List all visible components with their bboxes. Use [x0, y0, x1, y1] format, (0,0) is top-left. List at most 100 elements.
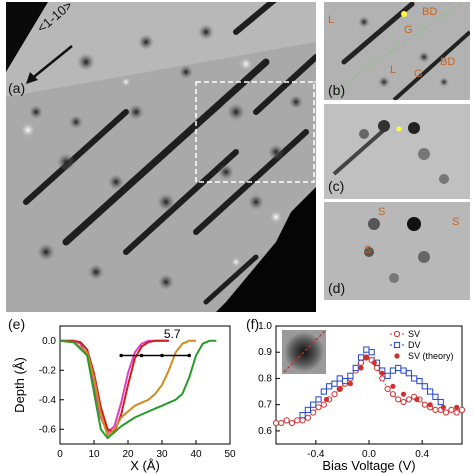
- dv-point: [341, 377, 349, 385]
- sv-theory-point: [358, 365, 364, 371]
- dv-point: [320, 388, 327, 395]
- y-tick-label: 0.7: [258, 400, 272, 411]
- sv-theory-point: [337, 386, 343, 392]
- x-tick-label: 20: [122, 449, 134, 460]
- sv-point: [458, 406, 466, 414]
- sv-point: [304, 414, 311, 421]
- panel-d-label: (d): [328, 280, 346, 296]
- series-line-0: [60, 339, 169, 434]
- dv-point: [357, 354, 365, 361]
- sv-point: [373, 364, 381, 372]
- panel-b-label: (b): [328, 82, 346, 98]
- y-axis-label: Depth (Å): [12, 357, 27, 413]
- panel-c-label: (c): [328, 178, 345, 194]
- legend-marker: [393, 341, 401, 349]
- legend-marker: [393, 330, 401, 338]
- sv-point: [278, 419, 285, 427]
- dv-point: [304, 406, 311, 414]
- annotation-S1: S: [378, 206, 386, 218]
- stm-image-b: [324, 2, 470, 100]
- sv-theory-point: [427, 402, 433, 408]
- sv-point: [384, 385, 391, 393]
- x-axis-label: X (Å): [130, 458, 160, 473]
- x-tick-label: -0.4: [307, 449, 325, 460]
- legend-label: SV: [408, 329, 420, 339]
- y-tick-label: -0.4: [39, 395, 57, 406]
- dv-point: [405, 370, 412, 377]
- dv-point: [437, 398, 444, 406]
- dv-point: [395, 364, 402, 372]
- panel-a-label: (a): [8, 80, 26, 96]
- dv-point: [315, 396, 322, 403]
- stm-image-a: [6, 2, 316, 312]
- y-tick-label: 1.0: [258, 321, 272, 332]
- panel-e-label: (e): [8, 316, 26, 332]
- dv-point: [331, 380, 338, 387]
- sv-point: [288, 419, 296, 427]
- sv-theory-point: [347, 381, 353, 387]
- spacing-annotation: 5.7: [164, 327, 181, 341]
- dv-point: [363, 346, 370, 353]
- annotation-S2: S: [452, 216, 460, 228]
- x-tick-label: 30: [156, 449, 168, 460]
- dv-point: [421, 383, 428, 390]
- sv-theory-point: [414, 396, 420, 403]
- sv-point: [331, 391, 338, 398]
- dv-point: [411, 375, 418, 382]
- y-tick-label: 0.9: [258, 347, 272, 358]
- arrow-tick-2: [160, 353, 164, 358]
- dv-point: [389, 367, 397, 374]
- sv-theory-point: [390, 383, 396, 389]
- legend-label: DV: [408, 340, 421, 350]
- x-tick-label: 10: [88, 449, 100, 460]
- sv-theory-point: [454, 404, 460, 410]
- legend-label: SV (theory): [408, 351, 454, 361]
- dv-point: [427, 388, 434, 395]
- annotation-S3: S: [364, 244, 372, 256]
- arrow-tick-1: [139, 353, 144, 358]
- series-line-3: [59, 339, 217, 440]
- dv-point: [368, 349, 375, 356]
- sv-point: [395, 396, 402, 403]
- series-line-1: [60, 339, 169, 434]
- sv-theory-point: [371, 360, 377, 366]
- sv-point: [421, 401, 428, 408]
- y-tick-label: -0.2: [39, 365, 57, 376]
- sv-point: [320, 401, 327, 408]
- sv-point: [400, 398, 407, 406]
- dv-point: [310, 401, 317, 408]
- y-tick-label: 0.6: [258, 426, 272, 437]
- x-tick-label: 40: [190, 449, 202, 460]
- sv-point: [448, 406, 455, 414]
- sv-point: [283, 417, 290, 424]
- sv-theory-point: [323, 396, 330, 403]
- series-line-2: [59, 339, 196, 437]
- y-tick-label: -0.6: [39, 424, 57, 435]
- dv-point: [400, 367, 407, 374]
- dv-point: [299, 412, 306, 419]
- sv-point: [442, 409, 450, 416]
- x-tick-label: 0.0: [362, 449, 376, 460]
- plot-frame: [59, 325, 231, 445]
- sv-theory-point: [400, 391, 407, 397]
- arrow-tick-3: [187, 353, 191, 358]
- sv-point: [405, 396, 412, 403]
- sv-point: [453, 409, 460, 416]
- bias-voltage-chart: -0.4 0.0 0.4 0.6 0.7 0.8 0.9 1.0 Bias Voltage (V…: [258, 321, 466, 473]
- sv-point: [272, 419, 280, 427]
- sv-point: [299, 417, 306, 424]
- arrow-tick-0: [119, 353, 123, 358]
- x-tick-label: 50: [224, 449, 236, 460]
- annotation-G2: G: [414, 68, 423, 80]
- sv-theory-point: [363, 354, 369, 361]
- legend-marker: [394, 353, 400, 359]
- stm-image-c: [324, 104, 470, 199]
- panel-c-stm-image: (c): [324, 104, 470, 199]
- panel-f-label: (f): [246, 316, 260, 332]
- y-tick-label: 0.8: [258, 373, 272, 384]
- annotation-L2: L: [390, 64, 397, 76]
- x-tick-label: 0: [57, 449, 63, 460]
- direction-arrow-icon: [26, 45, 73, 84]
- sv-theory-point: [379, 370, 385, 376]
- sv-point: [432, 406, 439, 414]
